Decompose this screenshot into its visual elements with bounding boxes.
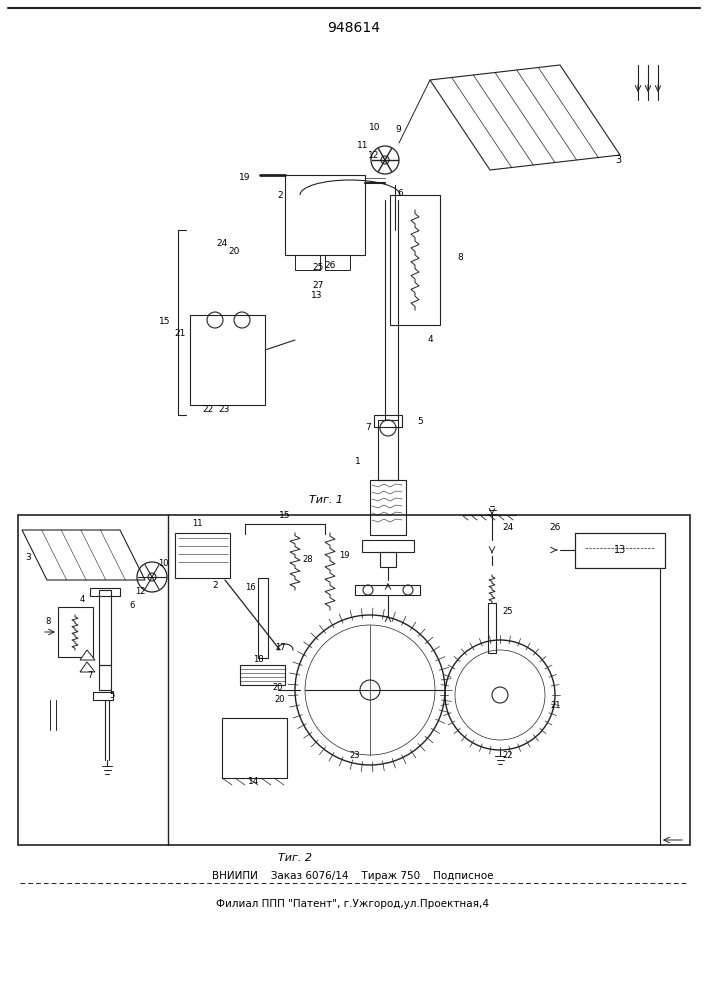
Text: Τиг. 2: Τиг. 2 xyxy=(278,853,312,863)
Text: 13: 13 xyxy=(311,290,323,300)
Text: 28: 28 xyxy=(303,556,313,564)
Bar xyxy=(285,175,365,255)
Text: 25: 25 xyxy=(503,607,513,616)
Bar xyxy=(240,665,285,685)
Text: ВНИИПИ    Заказ 6076/14    Тираж 750    Подписное: ВНИИПИ Заказ 6076/14 Тираж 750 Подписное xyxy=(212,871,493,881)
Polygon shape xyxy=(430,65,620,170)
Text: 21: 21 xyxy=(175,328,186,338)
Text: 25: 25 xyxy=(312,263,324,272)
Text: 12: 12 xyxy=(368,150,380,159)
Text: 13: 13 xyxy=(614,545,626,555)
Text: 2: 2 xyxy=(277,192,283,200)
Bar xyxy=(370,480,406,535)
Bar xyxy=(18,515,690,845)
Bar xyxy=(378,420,398,480)
Text: 4: 4 xyxy=(427,336,433,344)
Bar xyxy=(325,255,350,270)
Text: 9: 9 xyxy=(395,125,401,134)
Polygon shape xyxy=(80,662,95,672)
Bar xyxy=(575,533,665,568)
Text: 3: 3 xyxy=(25,554,31,562)
Text: 2: 2 xyxy=(212,580,218,589)
Text: 10: 10 xyxy=(158,558,168,568)
Circle shape xyxy=(381,156,389,164)
Bar xyxy=(93,692,113,700)
Bar xyxy=(374,415,402,427)
Bar xyxy=(380,552,396,567)
Text: 20: 20 xyxy=(273,684,284,692)
Bar xyxy=(99,590,111,665)
Bar xyxy=(488,603,496,653)
Text: Τиг. 1: Τиг. 1 xyxy=(309,495,343,505)
Text: 20: 20 xyxy=(275,696,285,704)
Text: 6: 6 xyxy=(397,188,403,198)
Circle shape xyxy=(492,687,508,703)
Text: 5: 5 xyxy=(110,692,115,700)
Text: 15: 15 xyxy=(279,510,291,520)
Text: Филиал ППП "Патент", г.Ужгород,ул.Проектная,4: Филиал ППП "Патент", г.Ужгород,ул.Проект… xyxy=(216,899,489,909)
Polygon shape xyxy=(80,650,95,660)
Text: 19: 19 xyxy=(239,174,251,182)
Text: 24: 24 xyxy=(216,239,228,248)
Text: 11: 11 xyxy=(192,520,202,528)
Text: 16: 16 xyxy=(245,584,255,592)
Text: 14: 14 xyxy=(248,778,259,786)
Bar xyxy=(362,540,414,552)
Text: 5: 5 xyxy=(417,416,423,426)
Text: 24: 24 xyxy=(503,524,513,532)
Text: 18: 18 xyxy=(252,656,263,664)
Text: 26: 26 xyxy=(549,524,561,532)
Text: 6: 6 xyxy=(129,600,135,609)
Text: 15: 15 xyxy=(159,318,171,326)
Bar xyxy=(90,588,120,596)
Text: 10: 10 xyxy=(369,123,381,132)
Text: 22: 22 xyxy=(202,406,214,414)
Bar xyxy=(58,607,93,657)
Bar xyxy=(99,665,111,690)
Text: 23: 23 xyxy=(350,750,361,760)
Bar xyxy=(222,718,287,778)
Bar xyxy=(295,255,320,270)
Text: 11: 11 xyxy=(357,140,369,149)
Bar xyxy=(258,578,268,658)
Text: 8: 8 xyxy=(45,617,51,626)
Text: 1: 1 xyxy=(355,458,361,466)
Bar xyxy=(390,195,440,325)
Bar xyxy=(355,585,420,595)
Bar xyxy=(190,315,265,405)
Text: 19: 19 xyxy=(339,550,349,560)
Text: 8: 8 xyxy=(457,253,463,262)
Text: 7: 7 xyxy=(87,672,93,680)
Text: 948614: 948614 xyxy=(327,21,380,35)
Text: 26: 26 xyxy=(325,260,336,269)
Text: 17: 17 xyxy=(275,644,286,652)
Text: 21: 21 xyxy=(551,702,561,710)
Text: 22: 22 xyxy=(503,752,513,760)
Text: 7: 7 xyxy=(365,424,371,432)
Bar xyxy=(575,533,665,568)
Text: 27: 27 xyxy=(312,280,324,290)
Text: 3: 3 xyxy=(615,155,621,165)
Bar xyxy=(175,533,230,578)
Text: 12: 12 xyxy=(135,587,145,596)
Text: 20: 20 xyxy=(228,247,240,256)
Text: 23: 23 xyxy=(218,406,230,414)
Circle shape xyxy=(148,573,156,581)
Text: 4: 4 xyxy=(79,595,85,604)
Polygon shape xyxy=(22,530,145,580)
Circle shape xyxy=(360,680,380,700)
